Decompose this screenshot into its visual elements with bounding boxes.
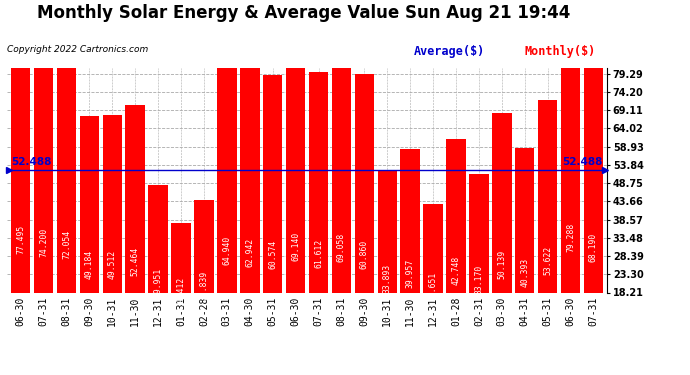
Bar — [492, 113, 511, 292]
Text: 53.622: 53.622 — [543, 246, 552, 275]
Bar — [538, 100, 558, 292]
Bar — [263, 75, 282, 292]
Text: Average($): Average($) — [414, 45, 485, 58]
Bar — [217, 60, 237, 292]
Text: 52.464: 52.464 — [130, 247, 139, 276]
Bar — [308, 72, 328, 292]
Bar — [286, 45, 306, 292]
Text: 79.288: 79.288 — [566, 223, 575, 252]
Text: 52.488: 52.488 — [562, 157, 602, 167]
Text: Monthly($): Monthly($) — [524, 45, 595, 58]
Bar — [11, 15, 30, 292]
Bar — [34, 27, 53, 292]
Bar — [332, 45, 351, 292]
Text: 52.488: 52.488 — [12, 157, 52, 167]
Text: 42.748: 42.748 — [451, 256, 460, 285]
Text: 72.054: 72.054 — [62, 230, 71, 259]
Bar — [400, 149, 420, 292]
Text: 29.951: 29.951 — [154, 267, 163, 297]
Bar — [469, 174, 489, 292]
Bar — [515, 148, 535, 292]
Text: 60.574: 60.574 — [268, 240, 277, 269]
Bar — [148, 185, 168, 292]
Bar — [171, 223, 190, 292]
Text: 49.512: 49.512 — [108, 250, 117, 279]
Text: 19.412: 19.412 — [177, 277, 186, 306]
Text: 33.893: 33.893 — [383, 264, 392, 293]
Bar — [240, 67, 259, 292]
Text: 25.839: 25.839 — [199, 271, 208, 300]
Bar — [446, 140, 466, 292]
Bar — [584, 48, 603, 292]
Text: Copyright 2022 Cartronics.com: Copyright 2022 Cartronics.com — [7, 45, 148, 54]
Bar — [424, 204, 443, 292]
Bar — [194, 200, 214, 292]
Bar — [79, 116, 99, 292]
Text: 33.170: 33.170 — [475, 264, 484, 294]
Text: 64.940: 64.940 — [222, 236, 231, 265]
Text: Monthly Solar Energy & Average Value Sun Aug 21 19:44: Monthly Solar Energy & Average Value Sun… — [37, 4, 571, 22]
Text: 24.651: 24.651 — [428, 272, 437, 302]
Text: 62.942: 62.942 — [245, 238, 255, 267]
Text: 49.184: 49.184 — [85, 250, 94, 279]
Text: 69.140: 69.140 — [291, 232, 300, 261]
Bar — [377, 171, 397, 292]
Text: 68.190: 68.190 — [589, 233, 598, 262]
Text: 69.058: 69.058 — [337, 232, 346, 262]
Bar — [126, 105, 145, 292]
Bar — [103, 115, 122, 292]
Text: 50.139: 50.139 — [497, 249, 506, 279]
Text: 40.393: 40.393 — [520, 258, 529, 287]
Text: 77.495: 77.495 — [16, 225, 25, 254]
Bar — [561, 8, 580, 292]
Text: 74.200: 74.200 — [39, 228, 48, 257]
Text: 60.860: 60.860 — [359, 240, 369, 269]
Bar — [57, 34, 76, 292]
Text: 39.957: 39.957 — [406, 258, 415, 288]
Bar — [355, 74, 374, 292]
Text: 61.612: 61.612 — [314, 239, 323, 268]
